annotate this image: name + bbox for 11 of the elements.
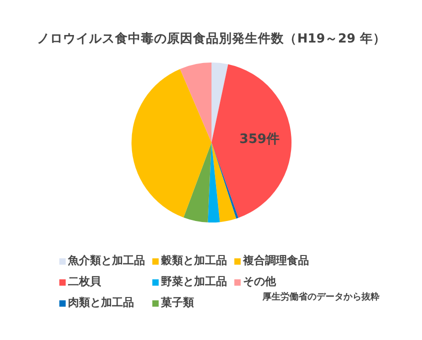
- legend-label: 魚介類と加工品: [68, 253, 145, 268]
- chart-title: ノロウイルス食中毒の原因食品別発生件数（H19～29 年）: [37, 30, 386, 46]
- legend-label: 菓子類: [161, 295, 194, 310]
- legend-label: 複合調理食品: [243, 253, 309, 268]
- legend-label: その他: [243, 274, 276, 289]
- legend-label: 二枚貝: [68, 274, 101, 289]
- legend-label: 肉類と加工品: [68, 295, 134, 310]
- text: 厚生労働省のデータから抜粋: [262, 292, 380, 302]
- legend-label: 穀類と加工品: [161, 253, 227, 268]
- data-label: 359件: [239, 132, 280, 147]
- legend-label: 野菜と加工品: [161, 274, 227, 289]
